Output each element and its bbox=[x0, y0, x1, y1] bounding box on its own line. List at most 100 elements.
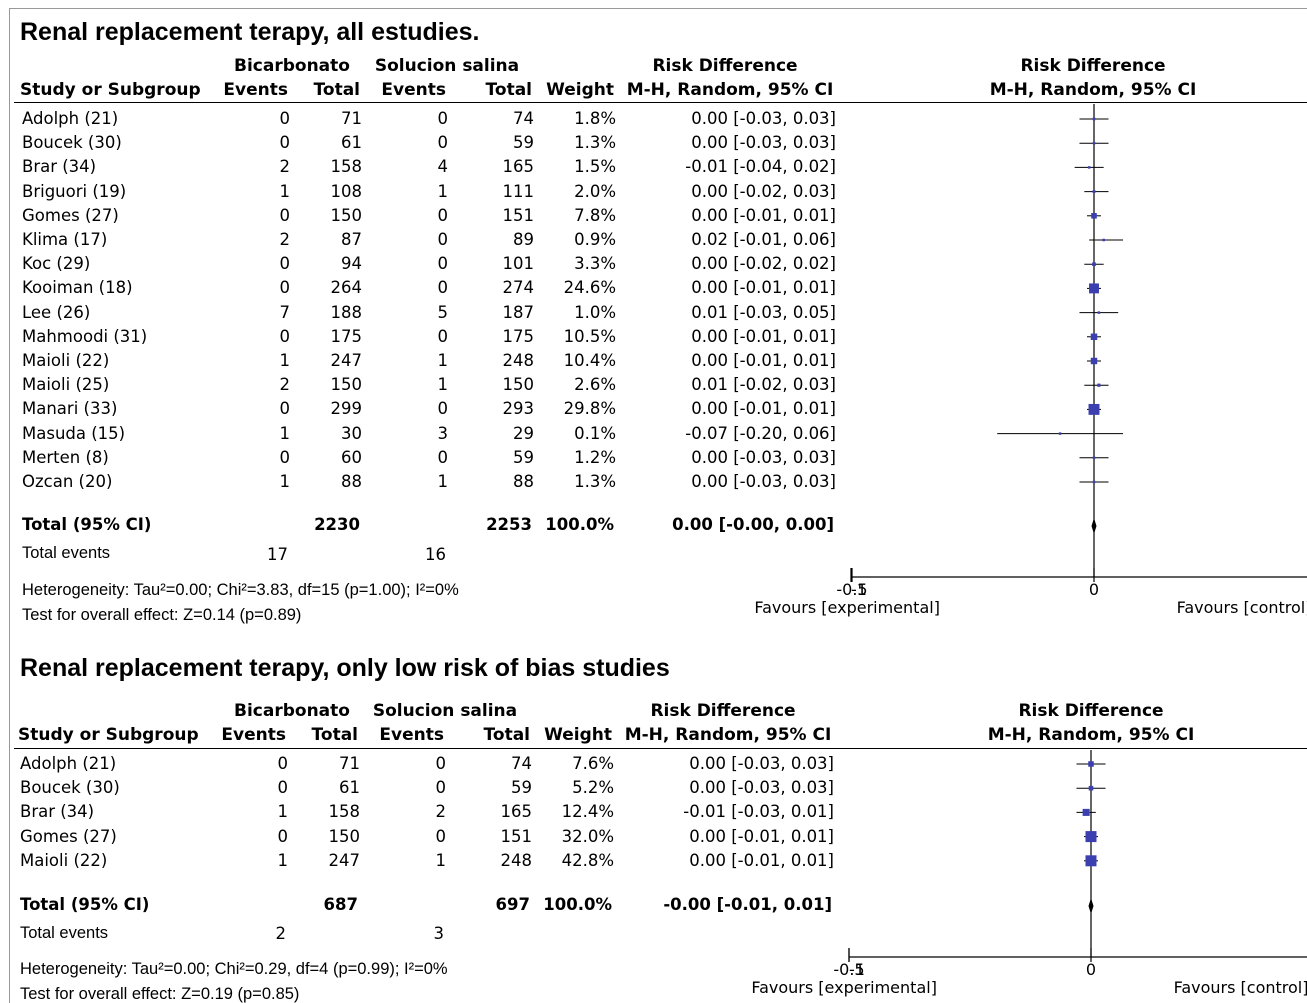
weight: 10.5% bbox=[563, 326, 616, 346]
weight: 1.5% bbox=[574, 157, 616, 177]
weight: 0.1% bbox=[574, 423, 616, 443]
events-group1: 0 bbox=[279, 399, 291, 419]
study-marker bbox=[1097, 311, 1101, 314]
total-group1: 150 bbox=[330, 205, 363, 225]
events-group1: 1 bbox=[277, 802, 289, 822]
total-group2: 150 bbox=[502, 375, 535, 395]
total-group1: 158 bbox=[330, 157, 363, 177]
plot-header-line2: M-H, Random, 95% CI bbox=[989, 80, 1197, 100]
total-group1: 71 bbox=[339, 754, 360, 773]
total-weight: 100.0% bbox=[543, 895, 612, 914]
group2-header: Solucion salina bbox=[374, 56, 520, 76]
total-group2: 151 bbox=[502, 205, 535, 225]
events-group2: 0 bbox=[437, 133, 449, 153]
col-events2-header: Events bbox=[381, 80, 446, 100]
total-label: Total (95% CI) bbox=[20, 895, 150, 914]
total-group2: 293 bbox=[502, 399, 535, 419]
study-name: Klima (17) bbox=[22, 230, 108, 249]
study-name: Gomes (27) bbox=[22, 205, 119, 225]
study-name: Maioli (25) bbox=[22, 375, 110, 395]
total-group1: 61 bbox=[341, 133, 362, 153]
total-group2: 248 bbox=[502, 351, 535, 370]
risk-difference-ci: -0.01 [-0.03, 0.01] bbox=[683, 802, 834, 822]
events-group2: 0 bbox=[435, 826, 447, 846]
events-group2: 5 bbox=[437, 302, 449, 322]
total-group1: 158 bbox=[328, 802, 361, 822]
overall-effect-text: Test for overall effect: Z=0.14 (p=0.89) bbox=[22, 606, 302, 624]
total-group1: 94 bbox=[341, 254, 362, 274]
study-name: Kooiman (18) bbox=[22, 278, 133, 298]
pooled-diamond bbox=[1088, 898, 1094, 914]
total-group2: 101 bbox=[502, 254, 535, 274]
weight: 5.2% bbox=[572, 778, 614, 798]
weight: 29.8% bbox=[563, 399, 616, 419]
total-events-label: Total events bbox=[20, 924, 109, 942]
col-events1-header: Events bbox=[221, 725, 286, 745]
events-group1: 2 bbox=[279, 157, 291, 177]
study-name: Boucek (30) bbox=[22, 133, 122, 153]
study-name: Manari (33) bbox=[22, 399, 118, 419]
risk-difference-ci: 0.00 [-0.03, 0.03] bbox=[691, 133, 836, 153]
events-group2: 0 bbox=[437, 205, 449, 225]
weight: 1.2% bbox=[574, 447, 616, 467]
heterogeneity-text: Heterogeneity: Tau²=0.00; Chi²=3.83, df=… bbox=[22, 581, 459, 599]
panel-title: Renal replacement terapy, all estudies. bbox=[20, 18, 480, 46]
study-marker bbox=[1087, 166, 1091, 169]
study-name: Lee (26) bbox=[22, 302, 91, 322]
weight: 24.6% bbox=[563, 278, 616, 298]
events-group1: 0 bbox=[279, 254, 291, 274]
col-total1-header: Total bbox=[313, 80, 360, 100]
study-name: Gomes (27) bbox=[20, 826, 117, 846]
events-group1: 1 bbox=[277, 850, 289, 870]
total-events-group2: 16 bbox=[425, 545, 446, 564]
total-group1: 264 bbox=[330, 278, 363, 298]
risk-difference-ci: 0.00 [-0.02, 0.03] bbox=[691, 181, 836, 201]
total-group2: 2253 bbox=[486, 515, 532, 534]
total-group1: 247 bbox=[328, 850, 361, 870]
weight: 32.0% bbox=[561, 826, 614, 846]
total-ci: 0.00 [-0.00, 0.00] bbox=[672, 515, 834, 534]
risk-difference-ci: 0.00 [-0.01, 0.01] bbox=[689, 850, 834, 870]
weight: 2.0% bbox=[574, 181, 616, 201]
weight: 10.4% bbox=[563, 351, 616, 370]
study-marker bbox=[1088, 761, 1094, 767]
total-group1: 30 bbox=[341, 423, 362, 443]
weight: 7.6% bbox=[572, 754, 614, 773]
events-group2: 0 bbox=[437, 447, 449, 467]
total-group1: 150 bbox=[328, 826, 361, 846]
events-group1: 0 bbox=[277, 754, 289, 773]
events-group1: 7 bbox=[279, 302, 291, 322]
total-group1: 247 bbox=[330, 351, 363, 370]
events-group2: 4 bbox=[437, 157, 449, 177]
events-group1: 0 bbox=[279, 326, 291, 346]
study-marker bbox=[1088, 785, 1094, 791]
total-label: Total (95% CI) bbox=[22, 515, 152, 534]
events-group1: 0 bbox=[279, 447, 291, 467]
total-events-group2: 3 bbox=[433, 924, 445, 943]
study-marker bbox=[1090, 333, 1098, 341]
weight: 0.9% bbox=[574, 230, 616, 249]
favours-control-label: Favours [control] bbox=[1174, 978, 1307, 997]
risk-difference-ci: 0.00 [-0.03, 0.03] bbox=[689, 754, 834, 773]
study-name: Maioli (22) bbox=[20, 850, 108, 870]
weight: 1.0% bbox=[574, 302, 616, 322]
weight: 1.3% bbox=[574, 472, 616, 491]
events-group1: 0 bbox=[279, 278, 291, 298]
total-group2: 74 bbox=[513, 109, 534, 128]
total-group1: 2230 bbox=[314, 515, 360, 534]
favours-experimental-label: Favours [experimental] bbox=[754, 598, 940, 617]
study-name: Brar (34) bbox=[20, 802, 95, 822]
risk-difference-ci: 0.00 [-0.02, 0.02] bbox=[691, 254, 836, 274]
risk-difference-ci: -0.07 [-0.20, 0.06] bbox=[685, 423, 836, 443]
events-group2: 0 bbox=[437, 399, 449, 419]
study-marker bbox=[1092, 117, 1096, 121]
total-group2: 274 bbox=[502, 278, 535, 298]
weight: 3.3% bbox=[574, 254, 616, 274]
study-name: Maioli (22) bbox=[22, 351, 110, 370]
total-group1: 188 bbox=[330, 302, 363, 322]
total-group2: 151 bbox=[500, 826, 533, 846]
study-marker bbox=[1097, 383, 1101, 387]
study-marker bbox=[1092, 456, 1096, 460]
col-study-header: Study or Subgroup bbox=[18, 725, 199, 745]
favours-control-label: Favours [control] bbox=[1177, 598, 1307, 617]
